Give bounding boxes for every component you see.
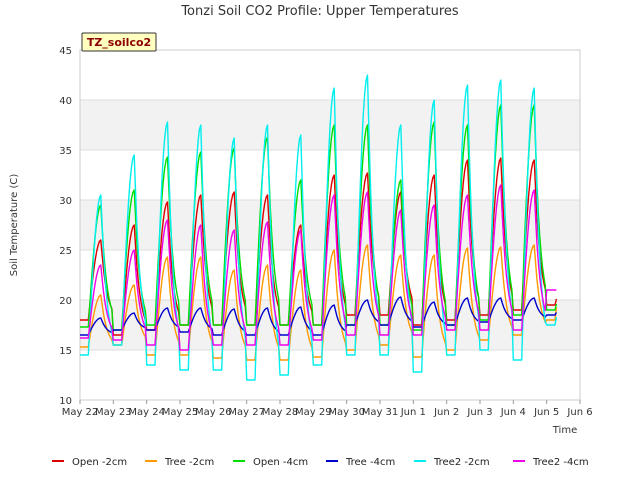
x-tick-label: May 30 bbox=[328, 407, 365, 418]
site-badge: TZ_soilco2 bbox=[81, 32, 157, 52]
site-badge-label: TZ_soilco2 bbox=[87, 36, 151, 49]
x-tick-label: May 27 bbox=[228, 407, 265, 418]
y-tick-label: 10 bbox=[59, 396, 72, 407]
legend-label: Open -4cm bbox=[253, 457, 308, 468]
legend: Open -2cm Tree -2cm Open -4cm Tree -4cm Tree… bbox=[52, 457, 589, 468]
x-tick-label: May 28 bbox=[262, 407, 299, 418]
x-tick-label: May 29 bbox=[295, 407, 332, 418]
x-tick-label: Jun 6 bbox=[566, 407, 592, 418]
y-tick-label: 45 bbox=[59, 46, 72, 57]
y-axis-ticks: 10 15 20 25 30 35 40 45 bbox=[59, 46, 72, 407]
series-line-tree-4cm bbox=[80, 296, 558, 336]
y-axis-label: Soil Temperature (C) bbox=[9, 174, 20, 277]
y-tick-label: 30 bbox=[59, 196, 72, 207]
y-tick-label: 35 bbox=[59, 146, 72, 157]
plot-area bbox=[79, 49, 581, 401]
legend-label: Tree -2cm bbox=[164, 457, 214, 468]
y-tick-label: 15 bbox=[59, 346, 72, 357]
y-tick-label: 25 bbox=[59, 246, 72, 257]
x-tick-label: Jun 1 bbox=[400, 407, 426, 418]
legend-label: Open -2cm bbox=[72, 457, 127, 468]
x-tick-label: Jun 5 bbox=[533, 407, 559, 418]
x-tick-label: May 31 bbox=[362, 407, 399, 418]
x-axis-label: Time bbox=[552, 425, 577, 436]
y-tick-label: 40 bbox=[59, 96, 72, 107]
x-tick-label: May 24 bbox=[128, 407, 165, 418]
legend-label: Tree -4cm bbox=[345, 457, 395, 468]
x-tick-label: May 23 bbox=[95, 407, 132, 418]
x-tick-label: Jun 2 bbox=[433, 407, 459, 418]
x-tick-label: May 26 bbox=[195, 407, 232, 418]
site-badge-box bbox=[81, 32, 157, 52]
series-lines bbox=[80, 74, 558, 381]
x-tick-label: May 25 bbox=[162, 407, 199, 418]
chart-title: Tonzi Soil CO2 Profile: Upper Temperatur… bbox=[180, 4, 459, 19]
x-tick-label: May 22 bbox=[62, 407, 99, 418]
legend-label: Tree2 -4cm bbox=[532, 457, 589, 468]
x-tick-label: Jun 4 bbox=[500, 407, 526, 418]
y-tick-label: 20 bbox=[59, 296, 72, 307]
x-tick-label: Jun 3 bbox=[466, 407, 492, 418]
series-line-tree2-4cm bbox=[80, 184, 557, 351]
series-line-tree-2cm bbox=[80, 244, 558, 361]
legend-label: Tree2 -2cm bbox=[433, 457, 490, 468]
